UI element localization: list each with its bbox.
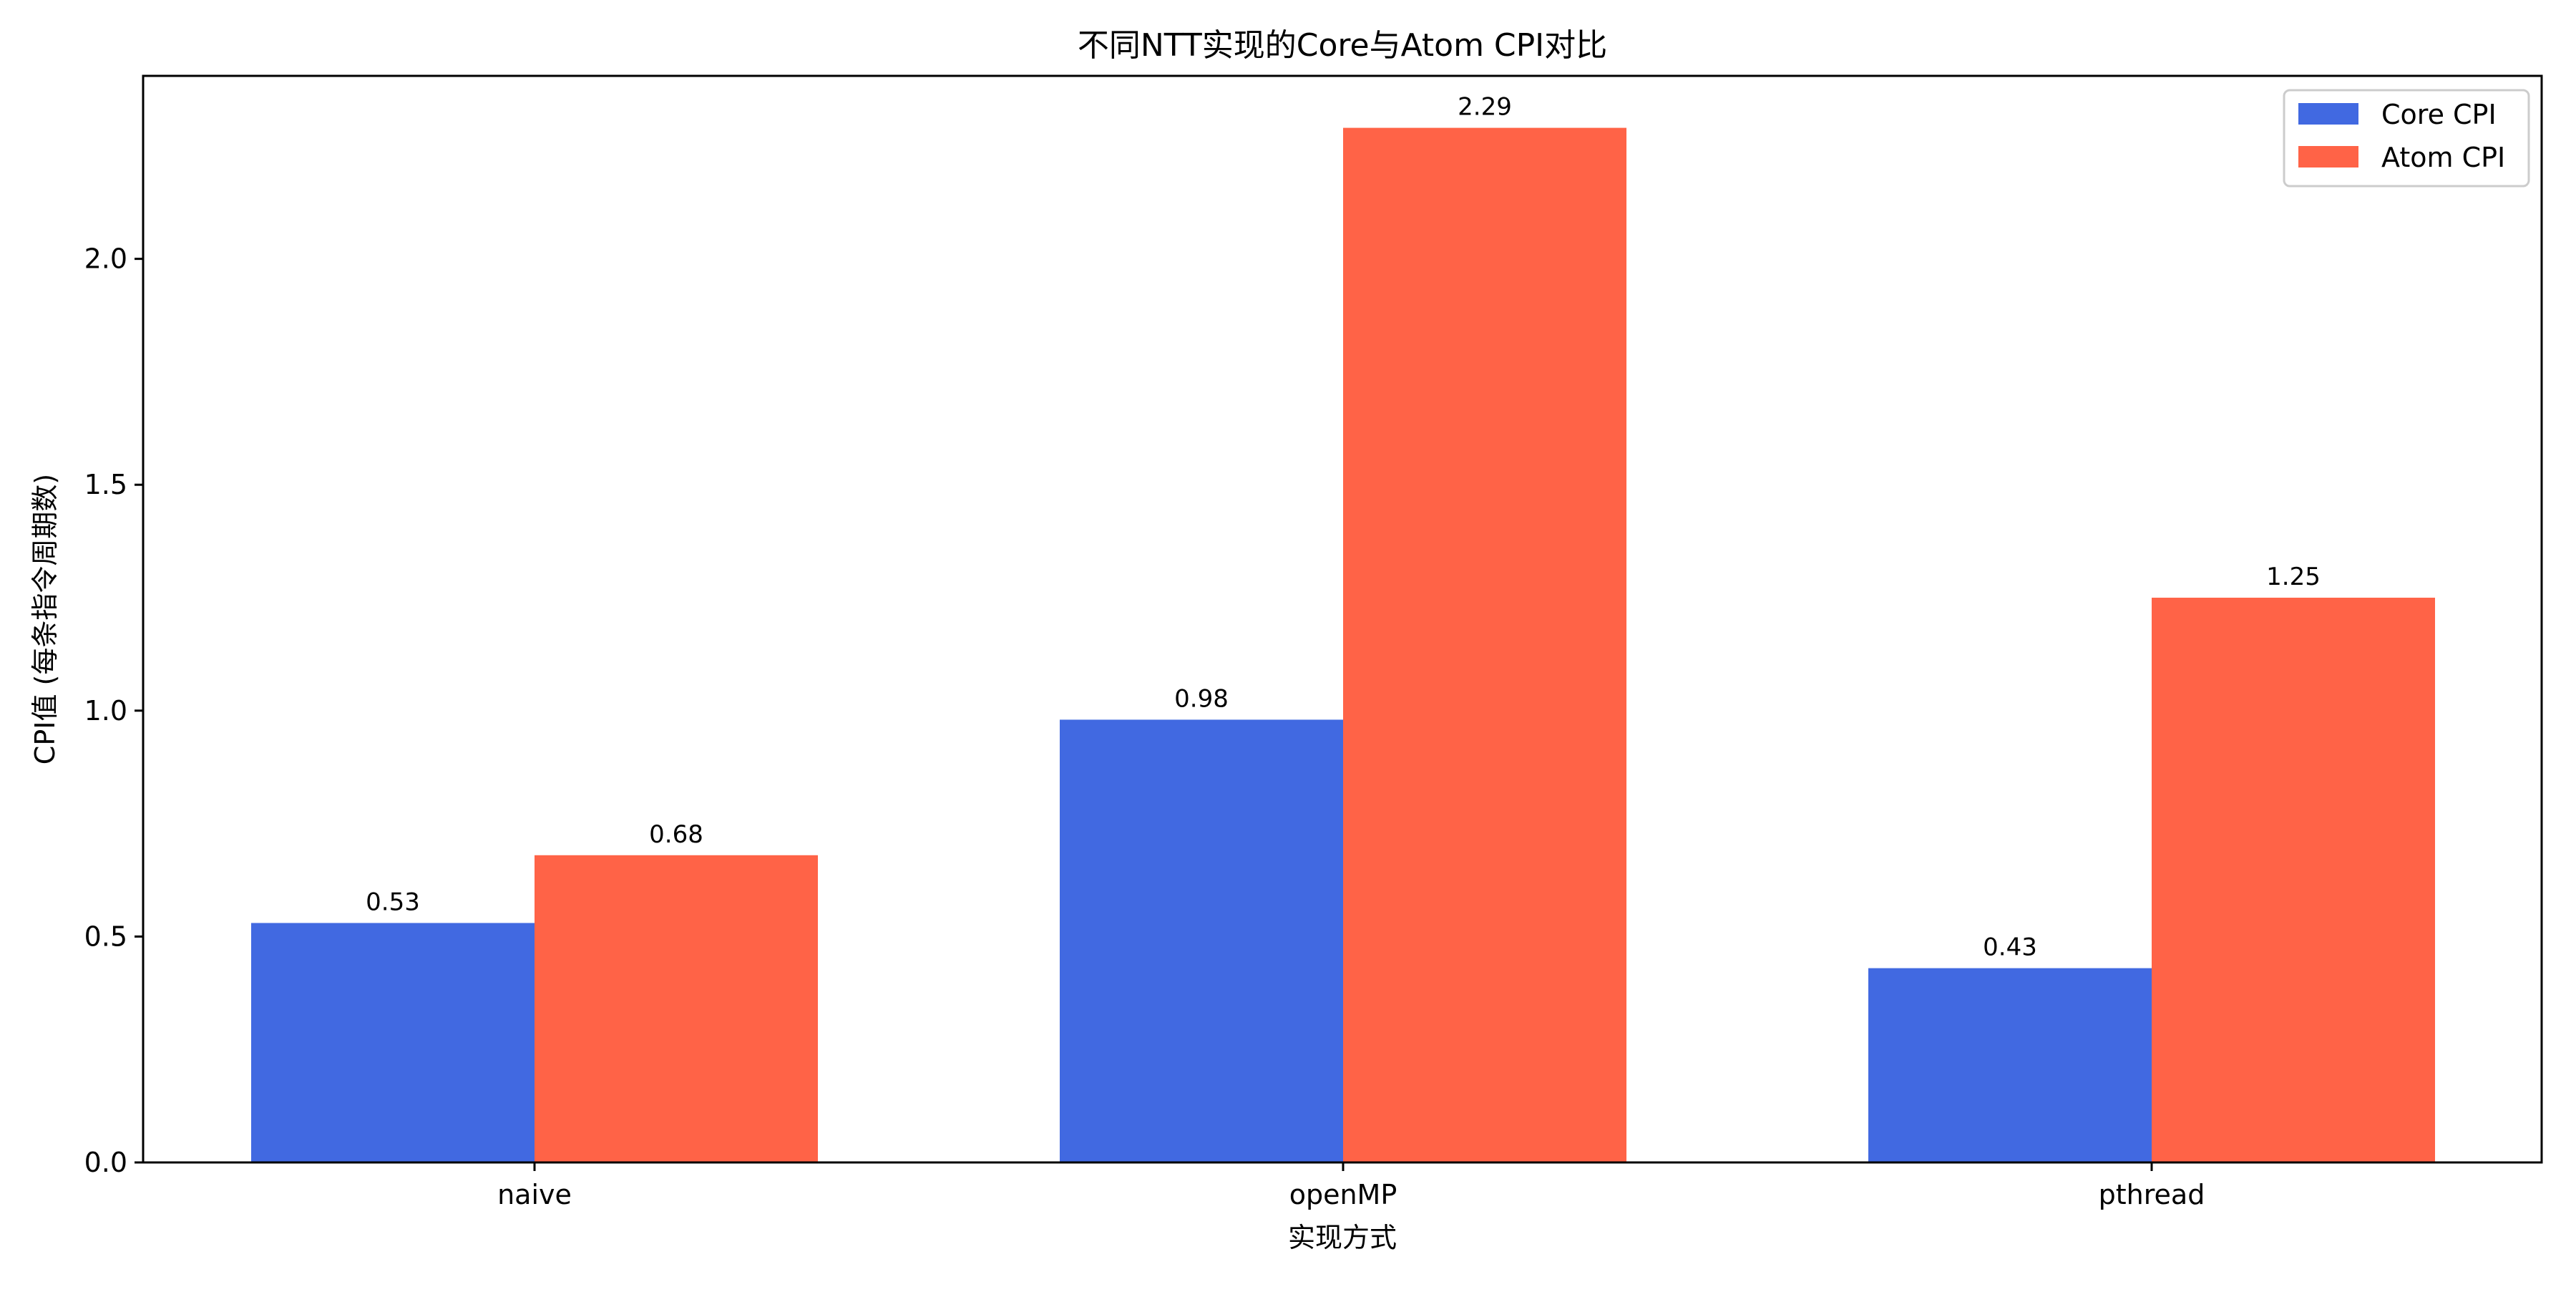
x-tick-label-openmp: openMP — [1289, 1179, 1397, 1210]
legend-swatch-core-cpi — [2298, 103, 2358, 125]
y-tick-label-0: 0.0 — [84, 1147, 127, 1178]
y-tick-label-1: 0.5 — [84, 921, 127, 952]
data-label-core-cpi-naive: 0.53 — [366, 888, 420, 916]
legend-swatch-atom-cpi — [2298, 146, 2358, 167]
data-label-core-cpi-openmp: 0.98 — [1174, 684, 1229, 713]
plot-area-frame — [142, 74, 2543, 1164]
bar-core-cpi-pthread — [1868, 968, 2152, 1162]
bar-atom-cpi-pthread — [2152, 598, 2435, 1162]
y-tick-label-2: 1.0 — [84, 695, 127, 727]
x-tick-label-naive: naive — [497, 1179, 572, 1210]
legend-label-core-cpi: Core CPI — [2381, 99, 2497, 130]
chart-title: 不同NTT实现的Core与Atom CPI对比 — [1078, 27, 1607, 64]
data-label-atom-cpi-pthread: 1.25 — [2266, 563, 2321, 591]
y-axis-label: CPI值 (每条指令周期数) — [29, 474, 61, 764]
data-labels-layer: 0.53 0.68 0.98 2.29 0.43 1.25 — [366, 93, 2321, 962]
x-axis-label: 实现方式 — [1288, 1222, 1397, 1253]
legend-label-atom-cpi: Atom CPI — [2381, 142, 2505, 173]
legend: Core CPI Atom CPI — [2283, 89, 2530, 188]
bars-layer — [251, 127, 2435, 1162]
y-tick-label-3: 1.5 — [84, 469, 127, 500]
bar-atom-cpi-naive — [535, 855, 818, 1162]
ticks-layer: naive openMP pthread 0.0 0.5 1.0 1.5 2.0 — [84, 243, 2205, 1210]
bar-core-cpi-naive — [251, 923, 535, 1162]
data-label-atom-cpi-naive: 0.68 — [649, 820, 703, 849]
bar-core-cpi-openmp — [1060, 719, 1343, 1162]
x-tick-label-pthread: pthread — [2099, 1179, 2205, 1210]
bar-atom-cpi-openmp — [1343, 127, 1626, 1162]
data-label-atom-cpi-openmp: 2.29 — [1458, 93, 1512, 122]
data-label-core-cpi-pthread: 0.43 — [1983, 933, 2037, 962]
y-tick-label-4: 2.0 — [84, 243, 127, 275]
